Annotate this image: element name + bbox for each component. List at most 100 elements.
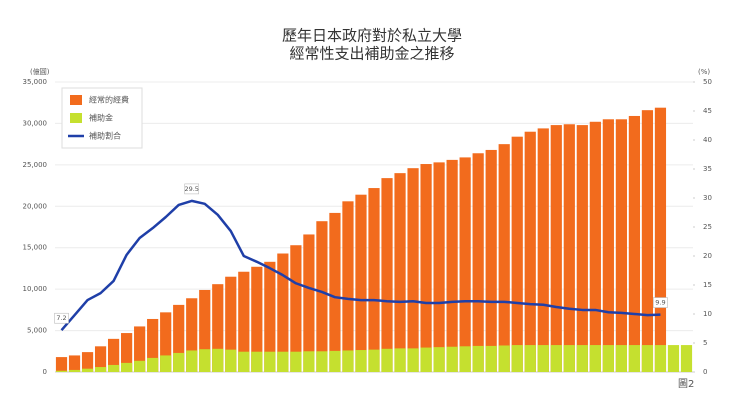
bar: [511, 136, 523, 372]
bar: [264, 261, 276, 372]
bar: [641, 110, 654, 373]
bar: [355, 350, 367, 372]
bar: [550, 125, 562, 372]
bar: [394, 173, 406, 372]
bar: [107, 338, 120, 372]
bar: [342, 201, 354, 372]
bar: [225, 276, 237, 372]
chart-title: 歷年日本政府對於私立大學: [282, 27, 462, 45]
bar: [94, 367, 107, 372]
bar: [147, 318, 159, 372]
y2-tick-label: 45: [703, 107, 712, 115]
bar: [147, 357, 159, 372]
legend-label: 經常的經費: [89, 95, 129, 105]
y-tick-label: 0: [43, 368, 47, 376]
bar: [212, 284, 224, 372]
bar: [394, 348, 406, 372]
bar: [420, 347, 432, 372]
y-tick-label: 15,000: [23, 244, 48, 252]
bar: [472, 345, 484, 372]
bar: [355, 194, 367, 372]
bar: [615, 119, 627, 373]
bar: [251, 351, 263, 372]
bar: [381, 178, 393, 372]
y2-tick-label: 5: [703, 339, 707, 347]
bar: [160, 355, 172, 372]
bar: [290, 351, 302, 372]
bar: [654, 107, 667, 372]
data-label: 9.9: [655, 299, 665, 307]
bar: [81, 368, 94, 372]
bar: [134, 360, 146, 372]
bar: [407, 168, 419, 372]
bar: [628, 115, 641, 372]
bar: [55, 370, 68, 372]
bar: [212, 348, 224, 372]
y-tick-label: 10,000: [23, 285, 48, 293]
y-tick-label: 25,000: [23, 161, 48, 169]
bar: [342, 350, 354, 372]
bar: [459, 157, 471, 372]
bar: [602, 345, 614, 372]
bar: [537, 128, 549, 372]
bar: [329, 212, 341, 372]
bar: [420, 164, 432, 372]
bar: [381, 348, 393, 372]
y-tick-label: 5,000: [27, 327, 47, 335]
line-series: [60, 199, 661, 332]
bar: [55, 357, 68, 372]
bar: [134, 326, 146, 372]
bar: [407, 348, 419, 372]
bar: [459, 346, 471, 372]
bar: [173, 352, 185, 372]
legend-swatch: [70, 113, 82, 123]
y2-tick-label: 35: [703, 165, 712, 173]
bar: [316, 221, 328, 372]
bar: [186, 298, 198, 372]
y2-tick-label: 0: [703, 368, 707, 376]
bar: [329, 350, 341, 372]
bar: [303, 351, 315, 372]
bar: [563, 345, 575, 372]
bar: [628, 345, 641, 372]
y-tick-label: 30,000: [23, 119, 48, 127]
bar: [589, 345, 601, 372]
bar: [238, 271, 250, 372]
y2-tick-label: 10: [703, 310, 712, 318]
bar: [485, 345, 497, 372]
bar: [602, 119, 614, 373]
data-label: 7.2: [56, 314, 66, 322]
data-label: 29.5: [184, 185, 198, 193]
bar: [121, 362, 133, 372]
legend-swatch: [70, 95, 82, 105]
y2-tick-label: 15: [703, 281, 712, 289]
bar: [550, 345, 562, 372]
bar: [316, 351, 328, 372]
bar: [277, 253, 289, 372]
y-axis-label: (億圓): [30, 67, 50, 76]
bar: [433, 162, 445, 372]
legend-label: 補助割合: [89, 131, 121, 141]
bar: [81, 352, 94, 372]
bar: [576, 125, 588, 372]
bar: [368, 349, 380, 372]
bar: [68, 355, 81, 372]
bar: [264, 351, 276, 372]
bar: [498, 345, 510, 372]
bar: [433, 347, 445, 372]
bar: [68, 369, 81, 372]
bar: [446, 159, 458, 372]
y2-tick-label: 30: [703, 194, 712, 202]
bar: [472, 153, 484, 372]
bar: [238, 351, 250, 372]
y-tick-label: 20,000: [23, 202, 48, 210]
bar: [225, 349, 237, 372]
bar: [251, 266, 263, 372]
bar: [446, 346, 458, 372]
bar: [160, 312, 172, 372]
bar: [277, 351, 289, 372]
y2-tick-label: 40: [703, 136, 712, 144]
bar: [680, 345, 693, 372]
bar: [199, 289, 211, 372]
